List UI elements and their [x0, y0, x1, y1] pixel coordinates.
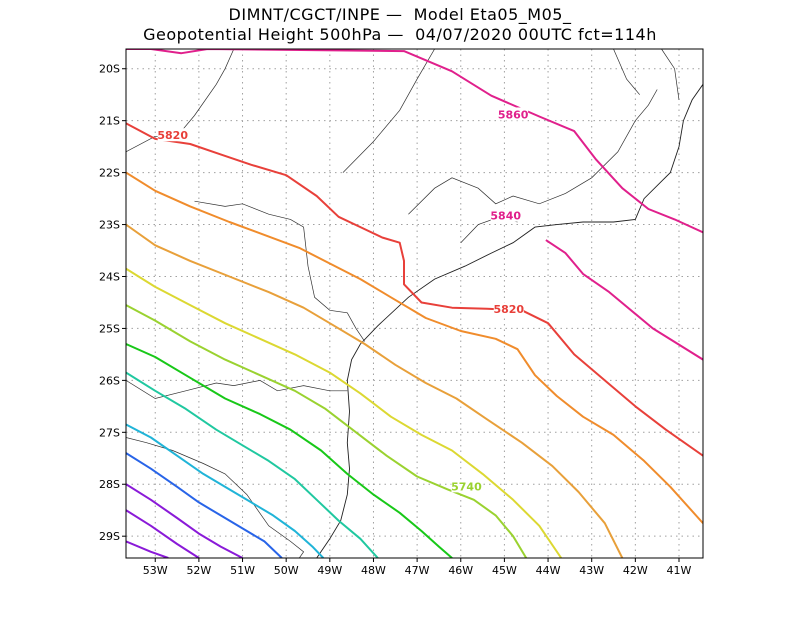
contour-label-bg: [451, 479, 482, 493]
contour-line-5740: [126, 304, 528, 558]
lat-tick-label: 23S: [99, 219, 120, 232]
graticule: [126, 49, 703, 558]
contour-line-5780: [126, 223, 624, 558]
lon-tick-label: 44W: [536, 564, 561, 577]
contour-label-5820: 5820: [157, 129, 188, 142]
coastline: [316, 84, 703, 558]
lat-tick-label: 24S: [99, 270, 120, 283]
contour-line-5700: [126, 371, 379, 558]
lat-tick-label: 21S: [99, 115, 120, 128]
lon-tick-label: 53W: [143, 564, 168, 577]
contour-line-5800: [126, 171, 703, 524]
lon-tick-label: 49W: [317, 564, 342, 577]
lon-tick-label: 51W: [230, 564, 255, 577]
state-border: [126, 49, 235, 153]
lon-tick-label: 43W: [579, 564, 604, 577]
state-border: [661, 49, 680, 100]
title-line-2: Geopotential Height 500hPa — 04/07/2020 …: [143, 25, 657, 44]
contour-line-5860: [126, 49, 703, 234]
lat-tick-label: 26S: [99, 374, 120, 387]
contour-label-bg: [498, 107, 529, 121]
contour-label-bg: [490, 208, 521, 222]
lon-tick-label: 48W: [361, 564, 386, 577]
axis-ticks: 53W 52W 51W 50W 49W 48W 47W 46W 45W 44W 43W 42W 41W 2…: [99, 63, 692, 577]
contour-line-5680: [126, 423, 325, 558]
contour-label-5820: 5820: [493, 303, 524, 316]
contour-label-5840: 5840: [490, 210, 521, 223]
state-border: [126, 380, 348, 399]
contour-line-5660: [126, 452, 283, 558]
lat-tick-label: 20S: [99, 63, 120, 76]
contour-line-5640: [126, 483, 243, 558]
contour-line-5720: [126, 343, 453, 558]
lat-tick-label: 27S: [99, 426, 120, 439]
lat-tick-label: 22S: [99, 167, 120, 180]
contour-label-bg: [157, 128, 188, 142]
contour-line-5600: [126, 540, 169, 558]
contour-line-5820: [126, 122, 703, 457]
state-border: [126, 437, 305, 558]
contour-line-5620: [126, 509, 200, 558]
contour-label-5740: 5740: [451, 480, 482, 493]
geography: [126, 49, 703, 558]
lon-tick-label: 47W: [405, 564, 430, 577]
state-border: [194, 200, 365, 342]
lon-tick-label: 41W: [667, 564, 692, 577]
state-border: [408, 89, 658, 215]
lon-tick-label: 50W: [274, 564, 299, 577]
contour-line-5840: [545, 239, 703, 361]
title-line-1: DIMNT/CGCT/INPE — Model Eta05_M05_: [228, 5, 572, 24]
lon-tick-label: 52W: [186, 564, 211, 577]
lat-tick-label: 28S: [99, 478, 120, 491]
state-border: [342, 49, 435, 173]
contour-label-bg: [493, 302, 524, 316]
contour-labels: 5860 5840 5820 5820 5740: [157, 107, 529, 493]
lat-tick-label: 25S: [99, 322, 120, 335]
lon-tick-label: 45W: [492, 564, 517, 577]
state-border: [613, 49, 640, 95]
lon-tick-label: 42W: [623, 564, 648, 577]
lon-tick-label: 46W: [448, 564, 473, 577]
lat-tick-label: 29S: [99, 530, 120, 543]
contours: [126, 49, 703, 558]
contour-line-5760: [126, 267, 563, 558]
plot-frame: [125, 48, 704, 559]
contour-label-5860: 5860: [498, 108, 529, 121]
